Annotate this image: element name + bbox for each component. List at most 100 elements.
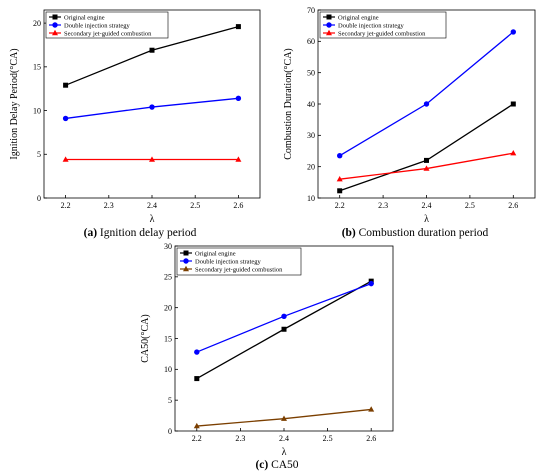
data-point (235, 95, 242, 102)
x-axis-label: λ (282, 447, 287, 458)
data-point (149, 156, 155, 162)
series-original-engine (337, 101, 516, 194)
y-axis-label: Ignition Delay Period(°CA) (9, 48, 20, 159)
legend-swatch-marker (52, 14, 58, 20)
legend-swatch-marker (183, 258, 189, 264)
data-point (193, 422, 200, 429)
x-tick-label: 2.2 (335, 201, 345, 210)
series-line (339, 103, 514, 192)
data-point (423, 165, 430, 171)
legend-label: Original engine (338, 14, 379, 21)
legend-original-engine: Original engine (49, 14, 105, 21)
legend-label: Original engine (64, 14, 105, 21)
data-point (281, 326, 287, 332)
x-tick-label: 2.3 (104, 201, 114, 210)
y-tick-label: 30 (164, 242, 172, 251)
y-tick-label: 0 (37, 194, 41, 203)
x-tick-label: 2.4 (147, 201, 157, 210)
y-tick-label: 30 (307, 131, 315, 140)
legend-original-engine: Original engine (323, 14, 379, 21)
y-tick-label: 10 (33, 106, 41, 115)
y-tick-label: 50 (307, 68, 315, 77)
caption-text: CA50 (268, 459, 299, 471)
x-axis-label: λ (424, 214, 429, 225)
panel-caption: (a) Ignition delay period (84, 227, 197, 239)
series-double-injection (194, 280, 374, 355)
y-tick-label: 40 (307, 100, 315, 109)
x-axis-label: λ (150, 214, 155, 225)
x-tick-label: 2.5 (190, 201, 200, 210)
legend-swatch-marker (183, 250, 189, 256)
y-tick-label: 5 (168, 396, 172, 405)
series-line (339, 31, 514, 157)
data-point (194, 376, 200, 382)
y-axis-label: Combustion Duration(°CA) (283, 48, 294, 160)
data-point (424, 157, 429, 163)
x-tick-label: 2.6 (366, 434, 376, 443)
legend-box (319, 11, 447, 39)
legend-double-injection: Double injection strategy (180, 258, 261, 265)
caption-letter: (a) (84, 227, 98, 239)
caption-text: Combustion duration period (356, 227, 489, 239)
legend-label: Secondary jet-guided combustion (64, 30, 152, 37)
panel-caption: (c) CA50 (255, 459, 298, 471)
legend-swatch-marker (52, 22, 58, 28)
y-tick-label: 0 (168, 427, 172, 436)
chart-panel-c: 2.2 2.3 2.4 2.5 2.6 0 5 10 15 20 25 30 λ CA50(°CA) Ori… (140, 242, 394, 471)
data-point (235, 156, 242, 162)
x-tick-label: 2.3 (378, 201, 388, 210)
legend-swatch-marker (326, 29, 332, 36)
legend-box (176, 247, 302, 276)
legend-label: Secondary jet-guided combustion (195, 266, 283, 273)
legend-label: Double injection strategy (64, 22, 130, 29)
legend-swatch-marker (326, 22, 332, 28)
legend-secondary-jet: Secondary jet-guided combustion (180, 265, 283, 273)
series-double-injection (337, 29, 516, 159)
data-point (368, 280, 374, 287)
data-point (368, 406, 375, 412)
legend-label: Secondary jet-guided combustion (338, 30, 426, 37)
series-original-engine (194, 278, 374, 382)
x-tick-label: 2.3 (235, 434, 245, 443)
data-point (235, 24, 241, 30)
data-point (194, 349, 200, 355)
y-axis-label: CA50(°CA) (140, 314, 151, 362)
series-secondary-jet (193, 406, 375, 429)
y-tick-label: 70 (307, 6, 315, 15)
data-point (337, 188, 343, 194)
data-point (337, 153, 343, 159)
chart-panel-b: 2.2 2.3 2.4 2.5 2.6 10 20 30 40 50 60 70 λ Combustion… (283, 6, 536, 239)
data-point (63, 82, 69, 88)
x-tick-label: 2.5 (323, 434, 333, 443)
y-tick-label: 20 (33, 19, 41, 28)
y-tick-label: 10 (307, 194, 315, 203)
data-point (149, 47, 155, 53)
y-tick-label: 60 (307, 37, 315, 46)
legend-double-injection: Double injection strategy (323, 22, 404, 29)
series-original-engine (63, 24, 241, 88)
data-point (149, 104, 155, 110)
data-point (510, 101, 516, 107)
legend-secondary-jet: Secondary jet-guided combustion (49, 29, 152, 37)
legend-label: Double injection strategy (338, 22, 404, 29)
y-tick-label: 10 (164, 365, 172, 374)
series-secondary-jet (62, 156, 242, 162)
chart-panel-a: 2.2 2.3 2.4 2.5 2.6 0 5 10 15 20 λ Ignition Delay P… (9, 9, 261, 239)
caption-text: Ignition delay period (97, 227, 197, 239)
x-tick-label: 2.6 (233, 201, 243, 210)
data-point (423, 101, 430, 107)
y-tick-label: 15 (164, 334, 172, 343)
y-tick-label: 25 (164, 273, 172, 282)
legend-original-engine: Original engine (180, 250, 236, 257)
series-secondary-jet (336, 149, 517, 182)
data-point (62, 115, 69, 122)
data-point (281, 415, 287, 421)
caption-letter: (c) (255, 459, 268, 471)
x-tick-label: 2.5 (465, 201, 475, 210)
panel-caption: (b) Combustion duration period (342, 227, 489, 239)
caption-letter: (b) (342, 227, 356, 239)
legend-swatch-marker (326, 14, 332, 20)
